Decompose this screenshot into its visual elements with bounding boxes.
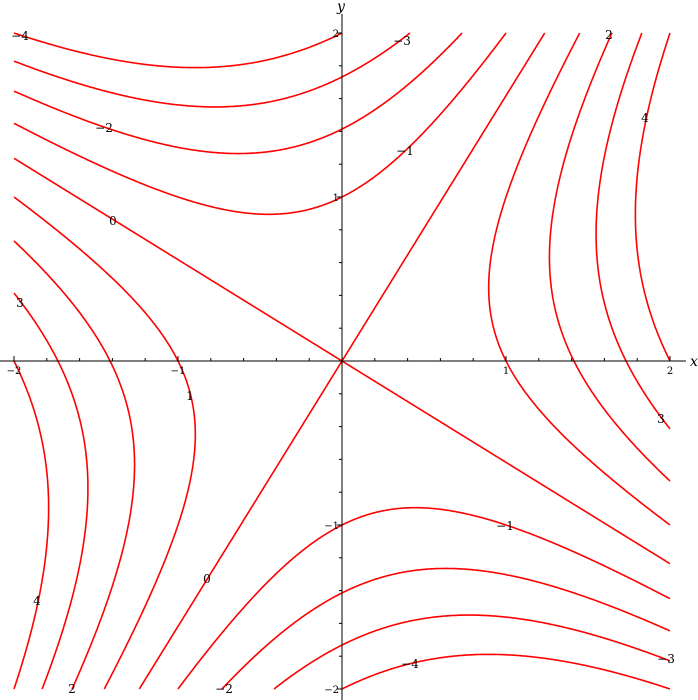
contour-label: 0 — [203, 572, 211, 586]
contour-label: −3 — [393, 34, 411, 48]
contour-label: −1 — [396, 144, 414, 158]
contour-level--3-branch-1 — [13, 32, 411, 108]
contour-label: 4 — [33, 594, 41, 608]
contour-level-4-branch-2 — [13, 360, 50, 690]
x-axis-label: x — [690, 354, 698, 370]
contour-level-0-branch-2 — [138, 359, 671, 690]
contour-label: 2 — [68, 682, 76, 696]
contour-label: 3 — [657, 412, 665, 426]
contour-level--2-branch-2 — [221, 567, 671, 690]
contour-level-2-branch-1 — [548, 32, 671, 482]
contour-level-0-branch-1 — [13, 32, 546, 363]
contour-lines — [13, 32, 671, 690]
contour-label: 4 — [641, 111, 649, 125]
y-tick-label: 2 — [333, 29, 339, 40]
contour-level-3-branch-1 — [595, 32, 671, 430]
y-tick-label: −1 — [324, 521, 339, 532]
contour-label: 1 — [186, 389, 194, 403]
contour-level--3-branch-2 — [273, 614, 671, 690]
contour-label: −4 — [401, 657, 419, 671]
contour-label: −2 — [215, 682, 233, 696]
contour-label: 2 — [605, 28, 613, 42]
contour-level-2-branch-2 — [13, 240, 136, 690]
contour-level--1-branch-1 — [13, 32, 507, 216]
y-tick-label: 1 — [333, 193, 339, 204]
contour-label: −2 — [95, 121, 113, 135]
contour-level-3-branch-2 — [13, 292, 89, 690]
contour-level-4-branch-1 — [634, 32, 671, 362]
contour-label: 0 — [109, 214, 117, 228]
x-tick-label: 1 — [503, 366, 509, 377]
contour-level--4-branch-2 — [341, 653, 671, 690]
contour-label: 3 — [16, 296, 24, 310]
contour-label: −1 — [496, 519, 514, 533]
contour-label: −3 — [657, 652, 675, 666]
x-tick-label: 2 — [667, 366, 673, 377]
x-tick-label: −1 — [171, 366, 186, 377]
y-tick-label: −2 — [324, 685, 339, 696]
contour-level-1-branch-2 — [13, 196, 197, 690]
contour-level--2-branch-1 — [13, 32, 463, 155]
contour-level-1-branch-1 — [487, 32, 671, 526]
contour-level--4-branch-1 — [13, 32, 343, 69]
x-tick-label: −2 — [7, 366, 22, 377]
y-axis-label: y — [336, 0, 346, 15]
contour-level--1-branch-2 — [177, 506, 671, 690]
contour-label: −4 — [11, 29, 29, 43]
